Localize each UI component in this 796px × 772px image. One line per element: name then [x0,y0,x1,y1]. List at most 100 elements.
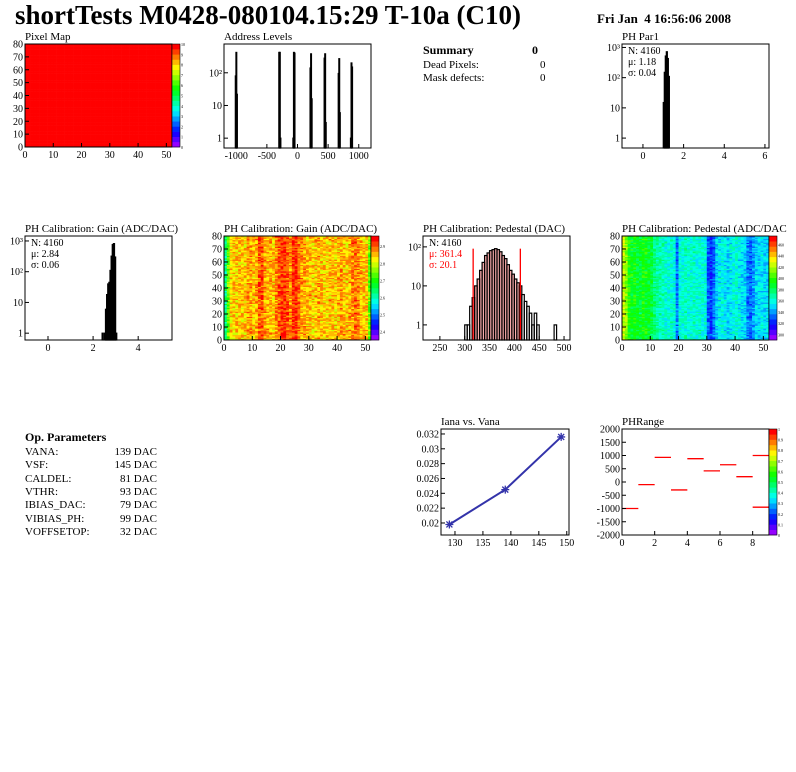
heatmap-cell [115,119,119,122]
heatmap-cell [33,141,37,144]
heatmap-cell [126,139,130,141]
heatmap-cell [126,137,130,140]
heatmap-cell [112,101,116,104]
heatmap-cell [118,96,122,99]
heatmap-cell [44,87,48,90]
heatmap-cell [106,122,111,125]
heatmap-cell [33,132,37,135]
heatmap-cell [25,83,29,86]
heatmap-cell [126,136,130,139]
heatmap-cell [47,65,51,68]
heatmap-cell [36,89,40,91]
heatmap-cell [90,107,94,109]
heatmap-cell [138,122,142,125]
heatmap-cell [129,63,133,65]
heatmap-cell [58,90,63,92]
heatmap-cell [132,100,136,103]
heatmap-cell [61,68,65,71]
heatmap-cell [104,139,108,141]
heatmap-cell [152,100,156,103]
heatmap-cell [155,123,159,126]
heatmap-cell [87,68,91,71]
heatmap-cell [123,59,128,62]
heatmap-cell [152,63,156,65]
heatmap-cell [160,81,164,83]
heatmap-cell [138,86,142,89]
heatmap-cell [160,130,164,132]
heatmap-cell [135,122,139,125]
heatmap-cell [78,85,82,87]
heatmap-cell [56,74,60,77]
heatmap-cell [104,62,108,64]
heatmap-cell [160,117,164,119]
heatmap-cell [138,105,142,108]
heatmap-cell [84,90,88,92]
heatmap-cell [143,44,147,46]
heatmap-cell [33,135,37,137]
heatmap-cell [78,62,82,64]
heatmap-cell [75,125,80,127]
heatmap-cell [39,81,43,83]
heatmap-cell [73,110,77,113]
heatmap-cell [160,118,164,121]
heatmap-cell [160,74,164,77]
heatmap-cell [95,101,99,104]
heatmap-cell [81,51,85,54]
heatmap-cell [101,63,105,65]
heatmap-cell [33,101,37,104]
heatmap-cell [106,99,111,101]
heatmap-cell [126,105,130,108]
heatmap-cell [47,95,51,98]
heatmap-cell [33,62,37,64]
heatmap-cell [160,101,164,104]
op-parameter-value: 32 DAC [120,525,157,538]
heatmap-cell [118,49,122,51]
heatmap-cell [36,116,40,118]
heatmap-cell [33,130,37,132]
heatmap-cell [143,80,147,82]
heatmap-cell [129,55,133,58]
heatmap-cell [84,55,88,58]
heatmap-cell [90,105,94,108]
heatmap-cell [53,108,57,110]
heatmap-cell [129,118,133,121]
heatmap-cell [101,47,105,50]
heatmap-cell [53,76,57,78]
heatmap-cell [67,105,71,108]
heatmap-cell [73,47,77,50]
heatmap-cell [25,62,29,64]
heatmap-cell [112,54,116,56]
heatmap-cell [25,100,29,103]
heatmap-cell [112,114,116,117]
heatmap-cell [92,118,96,121]
heatmap-cell [106,119,111,122]
heatmap-cell [152,72,156,74]
heatmap-cell [53,44,57,46]
heatmap-cell [30,73,34,76]
heatmap-cell [47,128,51,131]
heatmap-cell [27,114,31,117]
heatmap-cell [152,45,156,47]
heatmap-cell [101,58,105,60]
heatmap-cell [138,46,142,49]
heatmap-cell [39,100,43,103]
heatmap-cell [155,107,159,109]
heatmap-cell [143,143,147,145]
x-tick-label: 0 [45,343,50,354]
heatmap-cell [140,143,145,145]
heatmap-cell [30,135,34,137]
heatmap-cell [106,98,111,100]
heatmap-cell [67,94,71,96]
heatmap-cell [155,46,159,49]
heatmap-cell [70,51,74,54]
heatmap-cell [25,54,29,56]
heatmap-cell [132,76,136,78]
heatmap-cell [36,126,40,128]
heatmap-cell [152,137,156,140]
heatmap-cell [92,141,96,144]
heatmap-cell [149,55,153,58]
heatmap-cell [109,56,113,59]
heatmap-cell [50,96,54,99]
heatmap-cell [44,132,48,135]
heatmap-cell [33,50,37,53]
